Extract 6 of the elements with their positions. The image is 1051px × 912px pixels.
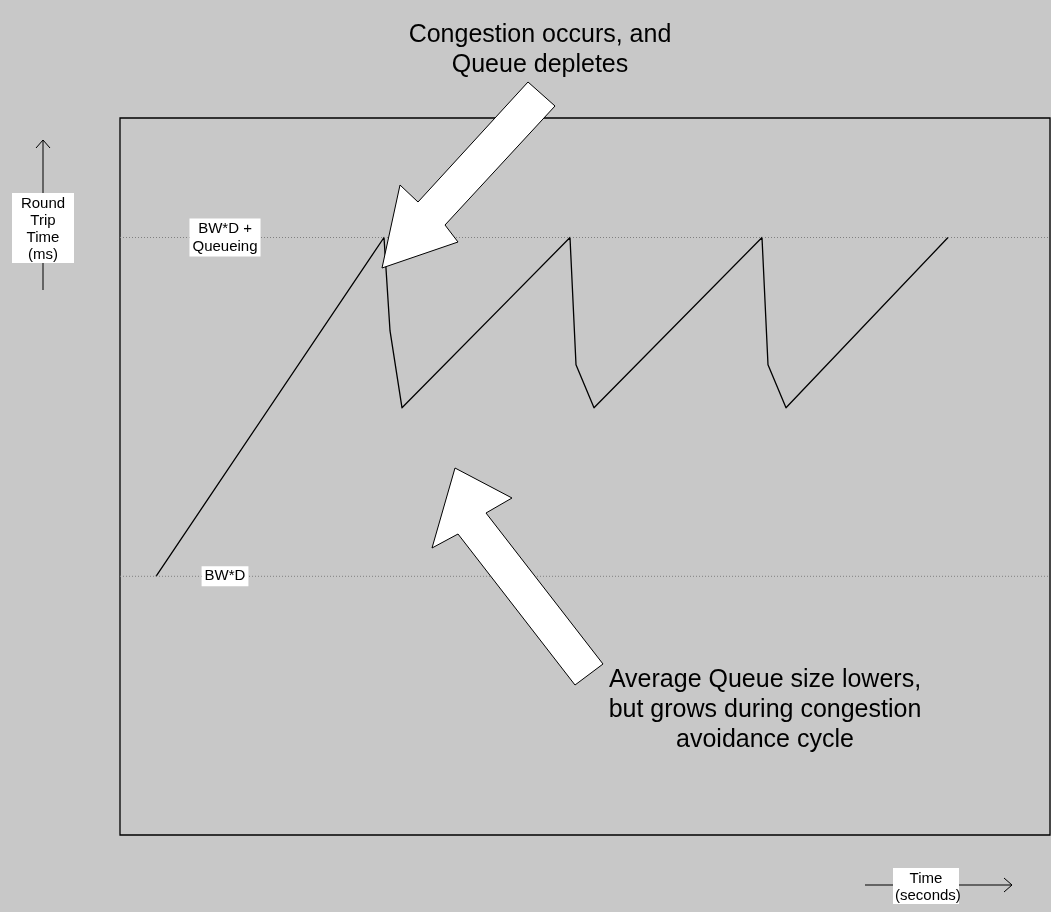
x-axis-title: Time (seconds) xyxy=(893,868,961,904)
ref-line-label: BW*D xyxy=(204,566,246,584)
annotation: Average Queue size lowers, but grows during congestion avoidance cycle xyxy=(607,663,923,753)
y-axis-title: Round Trip Time (ms) xyxy=(12,193,74,263)
text: Congestion occurs, and Queue depletes xyxy=(407,18,673,78)
ref-line-label: BW*D + Queueing xyxy=(192,218,258,254)
